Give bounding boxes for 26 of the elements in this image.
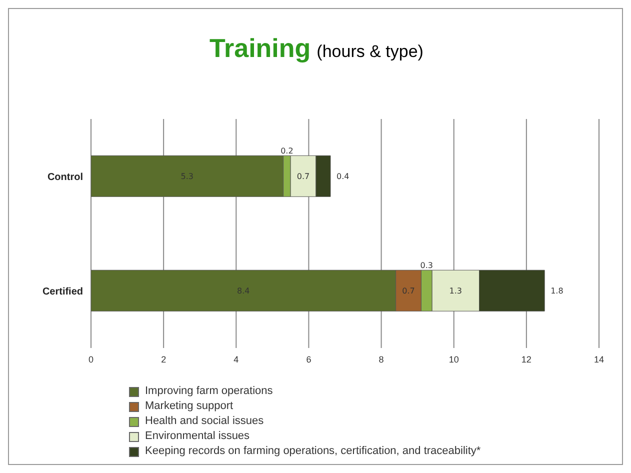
x-tick-label: 14 bbox=[594, 354, 604, 364]
data-label: 1.8 bbox=[550, 286, 564, 296]
legend-label: Keeping records on farming operations, certification, and traceability* bbox=[145, 444, 481, 459]
x-tick-label: 12 bbox=[521, 354, 532, 364]
x-tick-label: 4 bbox=[234, 354, 239, 364]
y-tick-label: Certified bbox=[42, 286, 83, 298]
legend-label: Marketing support bbox=[145, 399, 234, 414]
chart-subtitle: (hours & type) bbox=[316, 42, 424, 61]
data-label: 0.4 bbox=[336, 172, 350, 182]
data-label: 1.3 bbox=[449, 286, 462, 296]
chart-title: Training bbox=[210, 33, 311, 63]
x-tick-label: 6 bbox=[306, 354, 312, 364]
data-label: 0.7 bbox=[402, 286, 415, 296]
y-tick-label: Control bbox=[47, 172, 84, 183]
legend-label: Health and social issues bbox=[145, 414, 264, 429]
data-label: 0.2 bbox=[280, 146, 294, 156]
data-label: 0.3 bbox=[420, 261, 434, 270]
legend-label: Improving farm operations bbox=[145, 384, 273, 399]
x-tick-label: 10 bbox=[448, 354, 459, 364]
data-label: 5.3 bbox=[180, 172, 194, 182]
data-label: 0.7 bbox=[296, 172, 310, 182]
data-label: 8.4 bbox=[237, 286, 250, 296]
legend-label: Environmental issues bbox=[145, 429, 250, 444]
x-tick-label: 0 bbox=[88, 354, 94, 364]
x-tick-label: 8 bbox=[378, 354, 384, 364]
x-tick-label: 2 bbox=[161, 354, 166, 364]
